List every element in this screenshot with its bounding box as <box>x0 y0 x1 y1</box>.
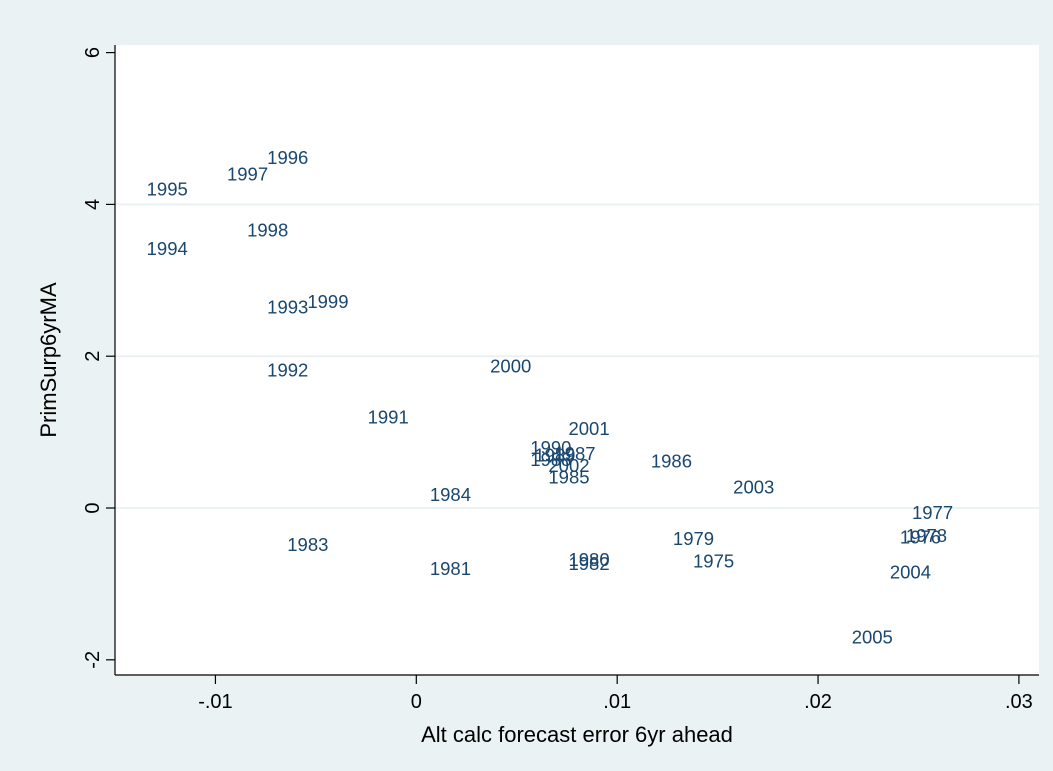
point-label: 1985 <box>548 466 589 487</box>
point-label: 1997 <box>227 164 268 185</box>
point-label: 1979 <box>673 528 714 549</box>
point-label: 2005 <box>852 627 893 648</box>
y-tick-label: -2 <box>82 651 104 669</box>
x-axis-title: Alt calc forecast error 6yr ahead <box>421 722 733 747</box>
y-axis-ticks: -2 0 2 4 6 <box>82 47 115 669</box>
point-label: 1986 <box>651 450 692 471</box>
point-label: 1992 <box>267 359 308 380</box>
point-label: 1988 <box>530 449 571 470</box>
point-label: 1998 <box>247 220 288 241</box>
point-label: 1978 <box>906 525 947 546</box>
point-label: 1977 <box>912 502 953 523</box>
y-axis-title: PrimSurp6yrMA <box>36 282 61 438</box>
point-label: 1991 <box>368 406 409 427</box>
point-label: 1993 <box>267 296 308 317</box>
point-label: 1994 <box>147 238 188 259</box>
point-label: 2000 <box>490 356 531 377</box>
point-label: 1987 <box>554 443 595 464</box>
point-label: 2003 <box>733 476 774 497</box>
point-label: 1984 <box>430 484 471 505</box>
y-tick-label: 6 <box>82 47 104 58</box>
x-tick-label: -.01 <box>198 691 232 713</box>
x-axis-ticks: -.01 0 .01 .02 .03 <box>198 675 1033 713</box>
point-label: 2002 <box>548 455 589 476</box>
point-label: 1990 <box>530 437 571 458</box>
point-label: 1975 <box>693 551 734 572</box>
point-label: 1976 <box>900 526 941 547</box>
y-tick-label: 2 <box>82 351 104 362</box>
point-label: 1982 <box>568 553 609 574</box>
x-tick-label: .01 <box>603 691 631 713</box>
x-tick-label: .03 <box>1005 691 1033 713</box>
y-tick-label: 0 <box>82 502 104 513</box>
point-label: 1999 <box>307 291 348 312</box>
point-label: 2004 <box>890 561 931 582</box>
point-label: 2001 <box>568 418 609 439</box>
plot-area <box>115 45 1039 675</box>
gridlines <box>115 203 1039 510</box>
point-label: 1995 <box>147 179 188 200</box>
point-label: 1983 <box>287 534 328 555</box>
x-tick-label: .02 <box>804 691 832 713</box>
point-label: 1980 <box>568 549 609 570</box>
point-label: 1996 <box>267 147 308 168</box>
x-tick-label: 0 <box>411 691 422 713</box>
point-label: 1989 <box>534 444 575 465</box>
point-label: 1981 <box>430 558 471 579</box>
y-tick-label: 4 <box>82 199 104 210</box>
